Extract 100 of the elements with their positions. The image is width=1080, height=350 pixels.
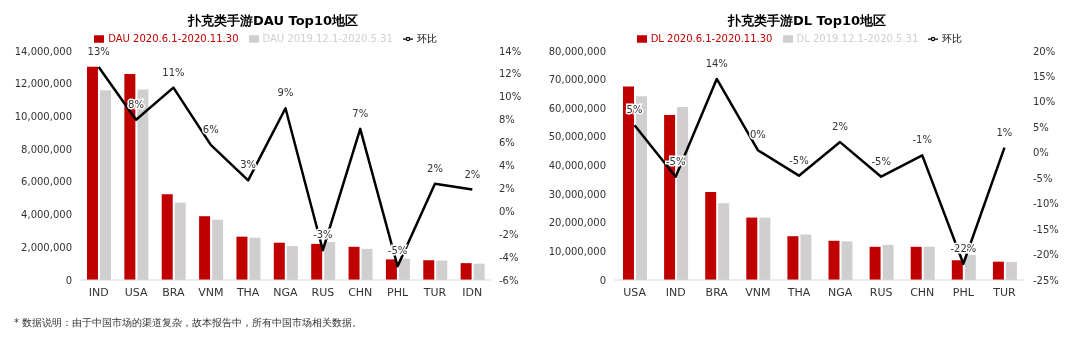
y2-tick-label: 14% — [499, 45, 522, 57]
x-tick-label: IND — [88, 285, 109, 299]
y2-tick-label: 8% — [499, 114, 515, 126]
bar — [828, 240, 840, 280]
bar — [705, 192, 717, 280]
x-tick-label: RUS — [311, 285, 335, 299]
y2-tick-label: 20% — [1033, 45, 1056, 57]
y2-tick-label: -10% — [1033, 198, 1059, 210]
data-label: 0% — [749, 129, 766, 141]
x-tick-label: BRA — [705, 285, 729, 299]
data-label: 3% — [240, 159, 257, 171]
y2-tick-label: -6% — [499, 274, 519, 286]
y2-tick-label: -2% — [499, 228, 519, 240]
y-tick-label: 6,000,000 — [21, 176, 72, 188]
x-tick-label: CHN — [910, 285, 935, 299]
data-label: 1% — [996, 126, 1013, 138]
data-label: 6% — [202, 123, 219, 135]
bar — [385, 259, 397, 280]
data-label: 7% — [352, 107, 369, 119]
bar — [311, 243, 323, 280]
x-tick-label: THA — [235, 285, 260, 299]
y-tick-label: 80,000,000 — [548, 45, 606, 57]
y-tick-label: 20,000,000 — [548, 217, 606, 229]
y2-tick-label: -15% — [1033, 223, 1059, 235]
chart-title: 扑克类手游DAU Top10地区 — [186, 12, 359, 30]
y2-tick-label: 5% — [1033, 121, 1049, 133]
data-label: 2% — [427, 162, 443, 174]
y2-tick-label: 6% — [499, 137, 515, 149]
y2-tick-label: 10% — [499, 91, 522, 103]
bar — [460, 263, 472, 280]
y-tick-label: 12,000,000 — [14, 78, 72, 90]
legend-label: DL 2020.6.1-2020.11.30 — [650, 33, 773, 44]
data-label: -5% — [871, 155, 891, 167]
data-label: 13% — [87, 46, 110, 58]
x-tick-label: IND — [665, 285, 686, 299]
y-tick-label: 4,000,000 — [21, 209, 72, 221]
x-tick-label: RUS — [869, 285, 893, 299]
bar — [910, 246, 922, 280]
x-tick-label: VNM — [745, 285, 771, 299]
x-tick-label: NGA — [273, 285, 299, 299]
y2-tick-label: -25% — [1033, 274, 1059, 286]
bar — [951, 260, 963, 280]
x-tick-label: USA — [623, 285, 647, 299]
data-label: -1% — [912, 134, 932, 146]
x-tick-label: THA — [786, 285, 811, 299]
bar — [87, 66, 98, 280]
data-label: 2% — [832, 121, 848, 133]
bar — [199, 216, 211, 280]
data-label: 11% — [162, 66, 185, 78]
y2-tick-label: 4% — [499, 160, 515, 172]
y2-tick-label: 15% — [1033, 70, 1056, 82]
y-tick-label: 70,000,000 — [548, 74, 606, 86]
bar — [273, 242, 285, 280]
y-tick-label: 60,000,000 — [548, 102, 606, 114]
x-tick-label: CHN — [348, 285, 373, 299]
x-tick-label: PHL — [952, 285, 975, 299]
bar — [787, 236, 799, 280]
y2-tick-label: -5% — [1033, 172, 1053, 184]
y2-tick-label: 12% — [499, 68, 522, 80]
y-tick-label: 50,000,000 — [548, 131, 606, 143]
bar — [423, 260, 435, 280]
y-tick-label: 10,000,000 — [14, 110, 72, 122]
x-tick-label: NGA — [827, 285, 853, 299]
y2-tick-label: 0% — [499, 205, 515, 217]
y-tick-label: 14,000,000 — [14, 45, 72, 57]
chart-title: 扑克类手游DL Top10地区 — [726, 12, 888, 30]
y-tick-label: 40,000,000 — [548, 160, 606, 172]
data-label: 2% — [464, 168, 481, 180]
bar — [236, 236, 248, 280]
y-tick-label: 2,000,000 — [21, 241, 72, 253]
y2-tick-label: 0% — [1033, 147, 1049, 159]
x-tick-label: TUR — [422, 285, 447, 299]
x-tick-label: IDN — [462, 285, 483, 299]
legend-label: 环比 — [416, 33, 437, 44]
x-tick-label: VNM — [198, 285, 224, 299]
x-tick-label: BRA — [162, 285, 186, 299]
data-label: -5% — [665, 155, 686, 167]
y-tick-label: 8,000,000 — [21, 143, 72, 155]
bar — [869, 246, 881, 280]
y-tick-label: 30,000,000 — [548, 188, 606, 200]
y2-tick-label: -20% — [1033, 249, 1059, 261]
bar — [161, 194, 173, 280]
y2-tick-label: -4% — [499, 251, 519, 263]
bar — [348, 246, 360, 280]
y2-tick-label: 2% — [499, 182, 515, 194]
data-label: 9% — [277, 87, 294, 99]
bar — [746, 217, 758, 280]
data-label: 14% — [705, 57, 728, 69]
y-tick-label: 0 — [599, 274, 606, 286]
x-tick-label: PHL — [387, 285, 409, 299]
y-tick-label: 0 — [65, 274, 72, 286]
legend-label: DAU 2020.6.1-2020.11.30 — [108, 33, 239, 44]
bar — [992, 261, 1004, 280]
y-tick-label: 10,000,000 — [548, 245, 606, 257]
x-tick-label: USA — [124, 285, 148, 299]
data-label: -5% — [789, 154, 809, 166]
text: * 数据说明：由于中国市场的渠道复杂，故本报告中，所有中国市场相关数据。 — [14, 316, 364, 330]
x-tick-label: TUR — [992, 285, 1017, 299]
y2-tick-label: 10% — [1033, 96, 1056, 108]
legend-label: 环比 — [942, 33, 963, 44]
